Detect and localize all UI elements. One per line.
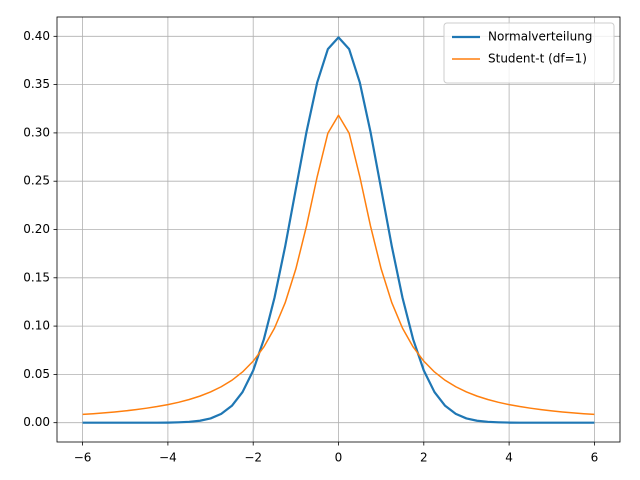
y-tick-label: 0.20 <box>23 222 50 236</box>
plot-frame <box>56 16 621 443</box>
x-tick-label: −2 <box>244 451 262 465</box>
x-tick-label: 6 <box>591 451 599 465</box>
x-tick-label: −4 <box>159 451 177 465</box>
y-tick-label: 0.00 <box>23 415 50 429</box>
y-tick-label: 0.40 <box>23 29 50 43</box>
legend-label: Normalverteilung <box>488 30 592 44</box>
x-tick-label: −6 <box>74 451 92 465</box>
legend-box <box>443 22 615 84</box>
y-tick-label: 0.05 <box>23 367 50 381</box>
legend: Normalverteilung Student-t (df=1) <box>443 22 615 84</box>
x-tick-label: 4 <box>505 451 513 465</box>
y-tick-label: 0.15 <box>23 270 50 284</box>
y-tick-label: 0.30 <box>23 125 50 139</box>
line-series <box>82 36 595 424</box>
line-series <box>82 114 595 416</box>
y-tick-label: 0.35 <box>23 77 50 91</box>
x-tick-label: 2 <box>420 451 428 465</box>
x-tick-label: 0 <box>335 451 343 465</box>
y-tick-label: 0.25 <box>23 174 50 188</box>
y-tick-label: 0.10 <box>23 319 50 333</box>
legend-label: Student-t (df=1) <box>488 52 587 66</box>
